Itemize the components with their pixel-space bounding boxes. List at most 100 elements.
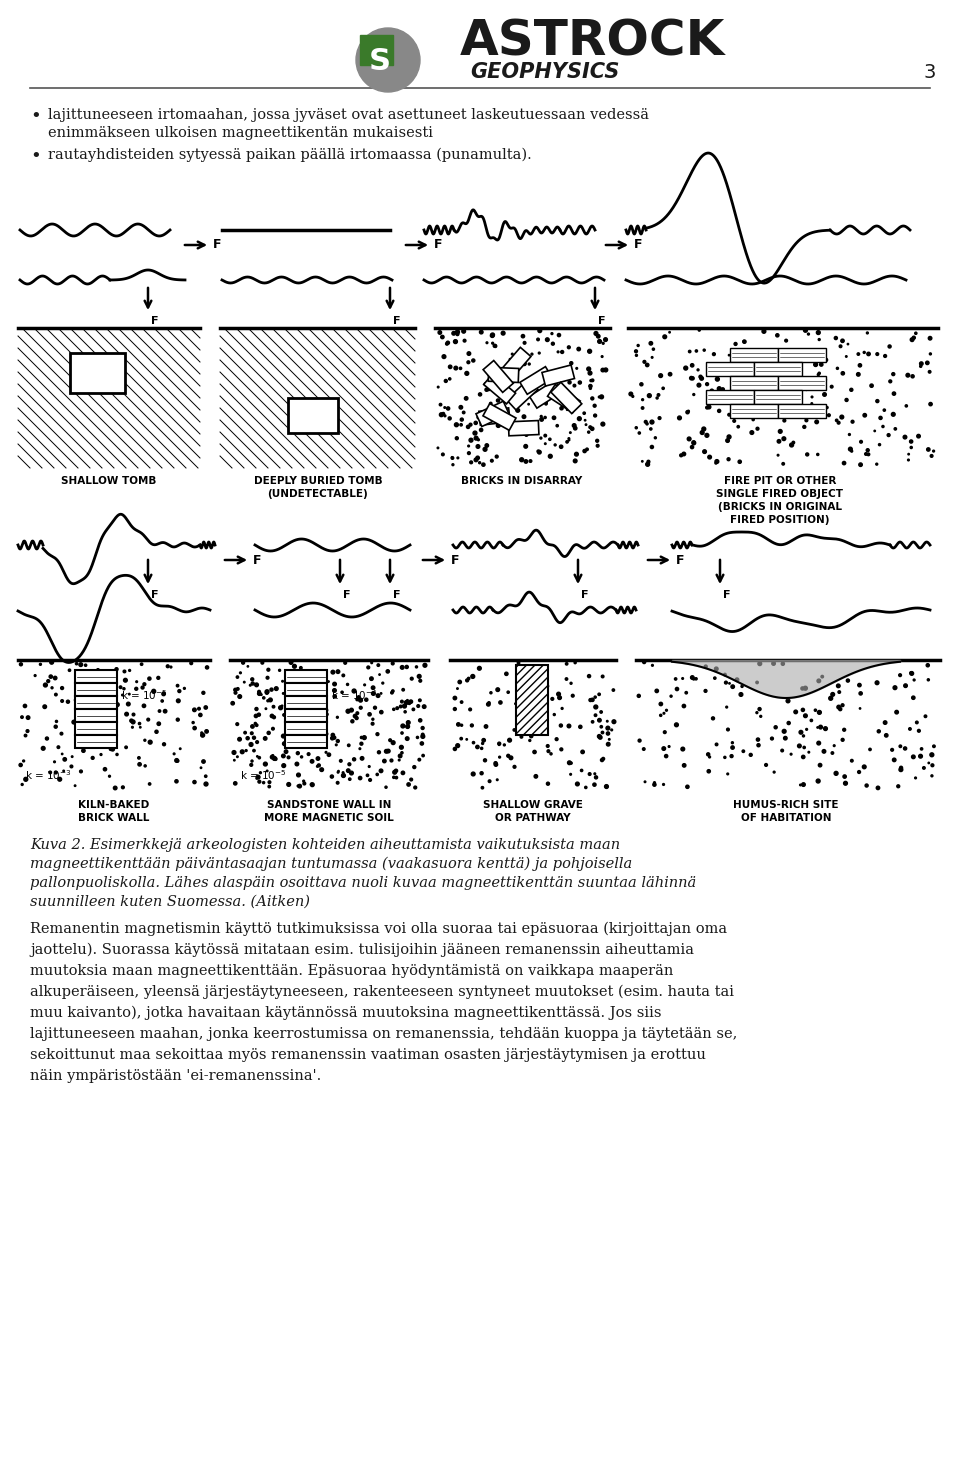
Point: [764, 360, 780, 384]
Point: [913, 744, 928, 768]
Point: [90, 658, 106, 682]
Point: [113, 675, 129, 698]
Point: [525, 368, 540, 392]
Point: [722, 381, 737, 405]
Point: [540, 328, 555, 351]
Point: [884, 739, 900, 762]
Point: [731, 415, 746, 439]
Bar: [520, 366, 553, 394]
Point: [715, 378, 731, 402]
Point: [447, 697, 463, 721]
Point: [775, 369, 790, 393]
Point: [317, 712, 332, 736]
Point: [902, 718, 918, 742]
Point: [238, 739, 253, 762]
Point: [298, 670, 313, 694]
Point: [52, 767, 67, 790]
Point: [601, 733, 616, 756]
Point: [291, 690, 306, 713]
Point: [629, 344, 644, 368]
Point: [783, 743, 799, 767]
Point: [732, 449, 748, 473]
Bar: [730, 349, 778, 362]
Text: enimmäkseen ulkoisen magneettikentän mukaisesti: enimmäkseen ulkoisen magneettikentän muk…: [48, 126, 433, 139]
Point: [384, 681, 399, 704]
Point: [250, 730, 265, 753]
Point: [590, 325, 606, 349]
Point: [319, 740, 334, 764]
Point: [105, 737, 120, 761]
Point: [881, 423, 897, 446]
Point: [132, 715, 148, 739]
Point: [291, 764, 306, 787]
Point: [472, 451, 488, 475]
Point: [310, 755, 325, 779]
Point: [684, 353, 700, 377]
Point: [448, 356, 464, 380]
Point: [415, 722, 430, 746]
Point: [563, 762, 578, 786]
Point: [775, 653, 790, 676]
Point: [638, 409, 654, 433]
Point: [225, 691, 240, 715]
Point: [276, 724, 291, 747]
Point: [85, 746, 101, 770]
Point: [921, 750, 936, 774]
Point: [662, 362, 678, 386]
Point: [18, 767, 34, 790]
Point: [342, 752, 357, 776]
Point: [921, 437, 936, 461]
Point: [470, 405, 486, 429]
Point: [567, 651, 583, 675]
Point: [470, 429, 486, 452]
Point: [86, 682, 102, 706]
Point: [591, 682, 607, 706]
Point: [646, 337, 661, 360]
Point: [97, 676, 112, 700]
Point: [592, 725, 608, 749]
Point: [235, 651, 251, 675]
Point: [554, 737, 569, 761]
Point: [776, 384, 791, 408]
Point: [115, 776, 131, 799]
Point: [521, 351, 537, 375]
Point: [132, 712, 147, 736]
Point: [272, 658, 287, 682]
Point: [921, 667, 936, 691]
Bar: [501, 347, 531, 380]
Point: [700, 396, 715, 420]
Point: [454, 408, 469, 432]
Point: [237, 721, 252, 744]
Point: [744, 387, 759, 411]
Point: [532, 319, 547, 343]
Text: F: F: [393, 590, 400, 601]
Point: [187, 770, 203, 793]
Point: [871, 776, 886, 799]
Point: [520, 420, 536, 443]
Point: [430, 375, 445, 399]
Bar: [730, 377, 778, 390]
Point: [857, 403, 873, 427]
Point: [585, 368, 600, 392]
Point: [517, 372, 533, 396]
Point: [678, 356, 693, 380]
Point: [481, 691, 496, 715]
Point: [263, 688, 278, 712]
Point: [773, 396, 788, 420]
Point: [266, 696, 281, 719]
Point: [885, 362, 900, 386]
Point: [453, 396, 468, 420]
Point: [501, 366, 516, 390]
Point: [701, 759, 716, 783]
Point: [227, 740, 242, 764]
Point: [523, 716, 539, 740]
Point: [594, 749, 610, 773]
Circle shape: [356, 28, 420, 92]
Point: [530, 687, 545, 710]
Point: [193, 756, 208, 780]
Point: [676, 694, 691, 718]
Point: [680, 400, 695, 424]
Point: [672, 406, 687, 430]
Point: [686, 667, 702, 691]
Point: [18, 724, 34, 747]
